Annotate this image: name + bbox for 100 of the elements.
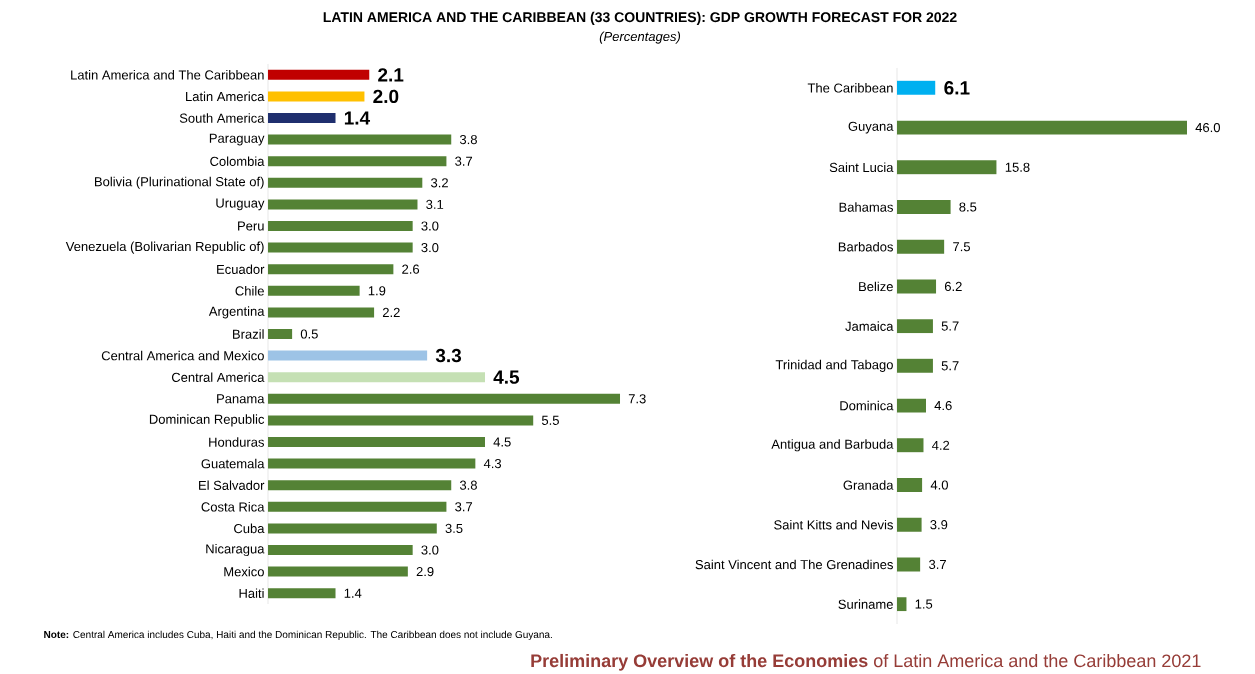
data-label: 6.2 [944,281,962,292]
bar [268,501,447,512]
bar [897,319,933,334]
data-label: 3.3 [435,348,462,363]
y-tick-label: Jamaica [845,321,894,331]
data-label: 2.1 [378,68,404,82]
bar [268,458,476,469]
bar [268,307,375,318]
y-tick-label: Mexico [224,566,264,577]
data-label: 5.7 [941,361,959,371]
data-label: 4.5 [493,370,520,384]
bar [897,557,921,572]
bar [268,480,452,491]
data-label: 3.1 [426,199,444,209]
chart-subtitle: (Percentages) [599,31,681,44]
data-label: 6.1 [944,81,970,95]
data-label: 0.5 [300,329,318,339]
text: Preliminary Overview of the Economies of Latin America and the Caribbean 2021 [531,653,1201,671]
y-tick-label: Saint Lucia [829,162,894,173]
bar [897,477,923,492]
data-label: 3.7 [455,156,473,166]
data-label: 3.7 [929,559,946,570]
bar [268,328,293,339]
data-label: 3.0 [421,545,439,555]
data-label: 1.4 [344,588,362,598]
data-label: 4.2 [931,440,950,450]
bar [268,242,413,253]
data-label: 2.2 [382,307,400,317]
bar [268,112,336,123]
bar [268,285,360,296]
y-tick-label: South America [179,113,265,123]
y-tick-label: Honduras [209,437,264,447]
bar [268,393,621,404]
y-tick-label: The Caribbean [807,83,893,93]
y-tick-label: Chile [235,286,264,296]
bar [897,120,1187,135]
bar [268,220,413,231]
data-label: 1.4 [344,111,371,125]
y-tick-label: Suriname [838,599,893,609]
y-tick-label: El Salvador [199,480,265,490]
y-tick-label: Brazil [233,329,264,339]
chart-title: LATIN AMERICA AND THE CARIBBEAN (33 COUNTRIES): GDP GROWTH FORECAST FOR 2022 [323,11,957,25]
data-label: 7.3 [628,394,646,404]
bar [268,177,423,188]
data-label: 2.0 [373,89,399,104]
data-label: 4.6 [934,400,952,411]
y-tick-label: Paraguay [209,133,265,146]
bar [268,436,485,447]
data-label: 8.5 [959,202,977,212]
y-tick-label: Panama [217,394,265,404]
bar [268,544,413,555]
data-label: 5.7 [941,321,959,331]
y-tick-label: Colombia [210,156,265,166]
bar [268,566,408,577]
bar [897,80,936,95]
bar [268,523,437,534]
y-tick-label: Latin America and The Caribbean [71,70,264,80]
data-label: 4.5 [493,437,511,447]
data-label: 2.6 [402,264,420,274]
data-label: 7.5 [953,242,971,252]
bar [268,264,394,275]
data-label: 15.8 [1005,162,1030,172]
y-tick-label: Saint Vincent and The Grenadines [695,559,893,570]
y-tick-label: Peru [238,221,264,231]
data-label: 5.5 [541,415,559,425]
y-tick-label: Barbados [838,241,893,252]
y-tick-label: Ecuador [217,264,265,274]
data-label: 3.0 [421,242,439,253]
y-tick-label: Trinidad and Tabago [775,359,893,372]
y-tick-label: Dominican Republic [149,414,265,427]
bar [268,588,336,599]
bar [268,156,447,167]
y-tick-label: Guyana [848,121,894,134]
y-tick-label: Bolivia (Plurinational State of) [95,176,264,189]
bar [897,160,997,175]
y-tick-label: Latin America [186,91,265,102]
bar [268,372,485,383]
data-label: 1.9 [368,286,386,296]
bar [897,358,933,373]
y-tick-label: Saint Kitts and Nevis [774,519,893,530]
y-tick-label: Central America [171,372,265,382]
data-label: 4.0 [930,480,948,490]
y-tick-label: Belize [859,281,893,292]
text: Note: Central America includes Cuba, Haiti and the Dominican Republic. The Caribbean does not include Guyana. [44,630,552,641]
data-label: 46.0 [1195,122,1220,133]
data-label: 4.3 [483,458,502,469]
bar [897,517,922,532]
data-label: 3.0 [421,221,439,231]
bar [897,398,926,413]
y-tick-label: Cuba [234,523,265,534]
y-tick-label: Haiti [239,588,264,598]
data-label: 3.7 [455,502,473,512]
bar [897,597,907,612]
bar [897,279,937,294]
y-tick-label: Bahamas [839,202,893,212]
y-tick-label: Costa Rica [201,502,265,512]
bar [897,239,945,254]
data-label: 3.9 [930,520,948,530]
bar [268,350,428,361]
y-tick-label: Dominica [840,400,894,411]
